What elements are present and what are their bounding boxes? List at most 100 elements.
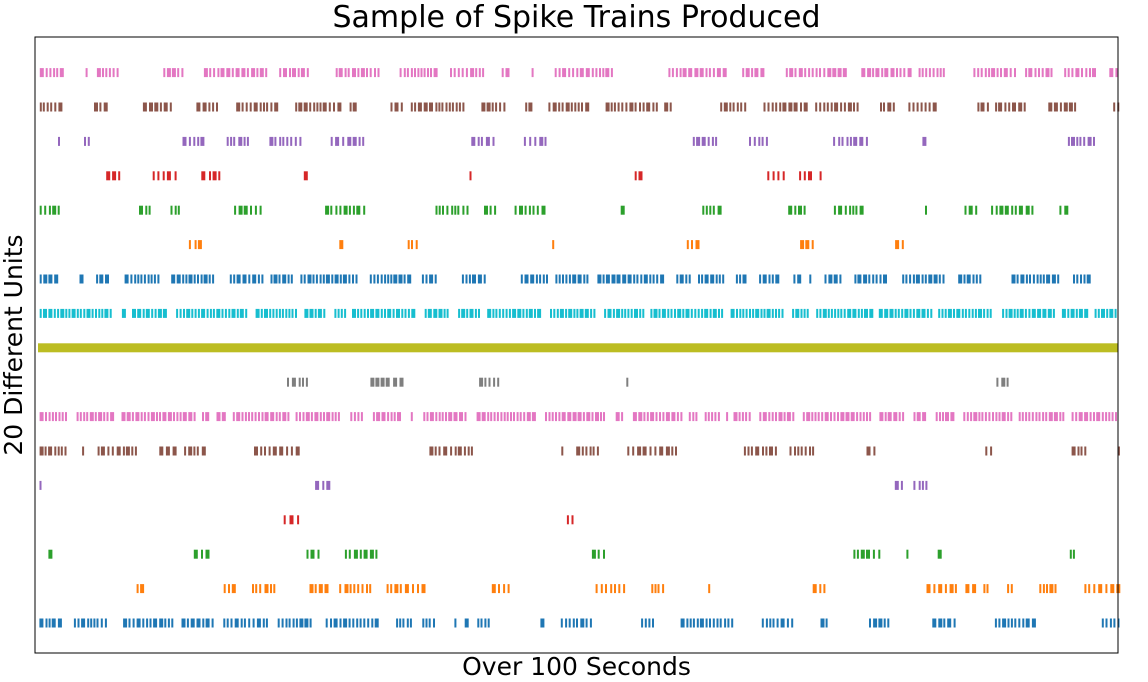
spike (325, 274, 330, 284)
spike (179, 412, 182, 422)
spike (282, 136, 285, 146)
spike (1076, 136, 1079, 146)
spike (849, 205, 852, 215)
spike (860, 549, 865, 559)
spike (585, 618, 588, 628)
spike (844, 205, 847, 215)
spike (174, 171, 177, 181)
spike (928, 68, 931, 78)
spike (140, 584, 145, 594)
spike (469, 171, 472, 181)
spike (459, 412, 463, 422)
spike (605, 102, 610, 112)
spike (767, 102, 770, 112)
spike (579, 308, 584, 318)
spike (1018, 412, 1021, 422)
spike (803, 308, 806, 318)
chart-title: Sample of Spike Trains Produced (332, 0, 821, 35)
spike (622, 274, 627, 284)
spike (236, 274, 241, 284)
spike (358, 136, 361, 146)
spike (775, 102, 778, 112)
spike (248, 274, 251, 284)
spike (867, 68, 872, 78)
spike (742, 274, 747, 284)
spike (736, 102, 739, 112)
spike (499, 102, 502, 112)
spike (481, 102, 486, 112)
spike (1046, 584, 1048, 594)
spike (688, 68, 693, 78)
spike (781, 308, 784, 318)
spike (983, 308, 986, 318)
spike (642, 102, 645, 112)
spike (558, 412, 561, 422)
spike (1075, 68, 1080, 78)
spike (275, 308, 278, 318)
spike (352, 102, 357, 112)
spike (466, 205, 469, 215)
spike (424, 308, 427, 318)
spike (749, 308, 751, 318)
spike (79, 274, 84, 284)
spike (577, 102, 580, 112)
spike (314, 584, 317, 594)
spike (579, 68, 584, 78)
spike (1101, 412, 1104, 422)
spike (1010, 584, 1013, 594)
spike (116, 446, 121, 456)
spike (742, 308, 745, 318)
spike (576, 68, 579, 78)
spike (429, 412, 434, 422)
spike (319, 274, 322, 284)
spike (353, 584, 356, 594)
spike (100, 446, 105, 456)
spike (973, 68, 976, 78)
spike (613, 102, 616, 112)
spike (902, 412, 905, 422)
spike (282, 412, 287, 422)
spike (241, 68, 246, 78)
spike (853, 549, 856, 559)
spike (1109, 68, 1114, 78)
spike (251, 412, 254, 422)
spike (730, 308, 735, 318)
spike (328, 102, 331, 112)
spike (933, 584, 936, 594)
spike (828, 274, 833, 284)
spike (135, 412, 140, 422)
spike (1023, 102, 1026, 112)
spike (823, 584, 826, 594)
spike (679, 274, 684, 284)
spike (342, 274, 347, 284)
spike (800, 240, 805, 250)
spike (979, 274, 982, 284)
spike (771, 412, 774, 422)
spike (670, 308, 673, 318)
spike (262, 618, 265, 628)
spike (704, 412, 707, 422)
spike (330, 136, 333, 146)
spike (60, 446, 63, 456)
spike (349, 584, 352, 594)
spike (1086, 274, 1091, 284)
spike (800, 308, 803, 318)
spike (1067, 308, 1070, 318)
spike (350, 412, 353, 422)
spike (39, 480, 42, 490)
spike (1078, 412, 1083, 422)
spike (694, 68, 699, 78)
spike (568, 274, 571, 284)
spike (410, 412, 413, 422)
spike (767, 171, 770, 181)
spike (709, 618, 711, 628)
spike (1078, 308, 1083, 318)
spike (846, 136, 849, 146)
spike (970, 412, 973, 422)
spike (505, 68, 510, 78)
spike (169, 102, 172, 112)
spike (902, 274, 905, 284)
spike (798, 68, 803, 78)
spike (704, 274, 709, 284)
spike (627, 274, 632, 284)
